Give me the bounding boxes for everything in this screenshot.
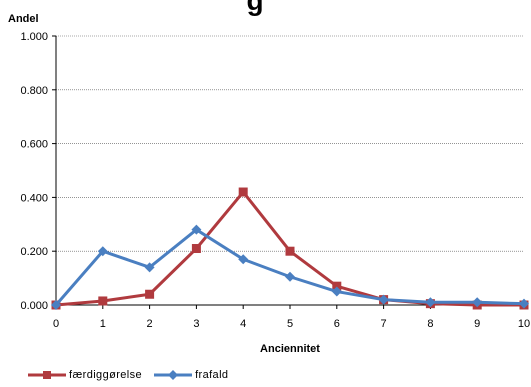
data-point	[98, 296, 108, 306]
legend-swatch-diamond-icon	[154, 370, 193, 380]
x-tick-label: 0	[53, 318, 59, 330]
gridlines	[56, 35, 524, 252]
x-tick-label: 5	[287, 318, 293, 330]
data-point	[285, 246, 295, 256]
x-tick-labels: 0 1 2 3 4 5 6 7 8 9 10	[53, 305, 530, 330]
x-axis-label: Anciennitet	[260, 343, 320, 355]
legend-item-frafald: frafald	[154, 369, 228, 381]
y-tick-label: 0.600	[20, 139, 48, 151]
x-tick-label: 6	[334, 318, 340, 330]
y-tick-label: 0.000	[20, 300, 48, 312]
data-point	[472, 297, 483, 308]
data-point	[191, 244, 201, 254]
legend-swatch-square-icon	[28, 371, 66, 379]
data-point	[519, 298, 529, 309]
x-tick-label: 8	[427, 318, 433, 330]
data-point	[238, 254, 249, 265]
x-tick-label: 7	[381, 318, 387, 330]
series-frafald	[51, 224, 529, 310]
data-point	[191, 224, 202, 235]
x-tick-label: 4	[240, 318, 246, 330]
data-point	[332, 281, 342, 291]
data-point	[425, 297, 436, 308]
x-tick-label: 3	[193, 318, 199, 330]
series-line	[54, 228, 525, 306]
y-tick-label: 0.400	[20, 192, 48, 204]
data-point	[145, 289, 155, 299]
y-tick-label: 0.200	[20, 246, 48, 258]
data-point	[51, 300, 61, 310]
data-point	[97, 246, 108, 257]
legend-label: færdiggørelse	[69, 369, 143, 381]
y-tick-labels: 0.000 0.200 0.400 0.600 0.800 1.000	[20, 31, 56, 312]
x-tick-label: 10	[518, 318, 530, 330]
data-point	[238, 187, 248, 197]
data-point	[144, 262, 155, 273]
y-tick-label: 1.000	[20, 31, 48, 43]
x-tick-label: 9	[474, 318, 480, 330]
y-axis-label: Andel	[8, 13, 39, 25]
x-tick-label: 2	[147, 318, 153, 330]
legend-label: frafald	[195, 369, 229, 381]
chart-title-fragment: g	[246, 0, 263, 16]
series-layer	[51, 187, 529, 310]
legend-item-faerdiggorelse: færdiggørelse	[28, 369, 142, 381]
data-point	[285, 271, 295, 282]
data-point	[331, 286, 342, 297]
legend: færdiggørelse frafald	[28, 369, 228, 381]
data-point	[378, 294, 389, 305]
x-tick-label: 1	[100, 318, 106, 330]
series-faerdiggorelse	[51, 187, 529, 310]
y-tick-label: 0.800	[20, 85, 48, 97]
